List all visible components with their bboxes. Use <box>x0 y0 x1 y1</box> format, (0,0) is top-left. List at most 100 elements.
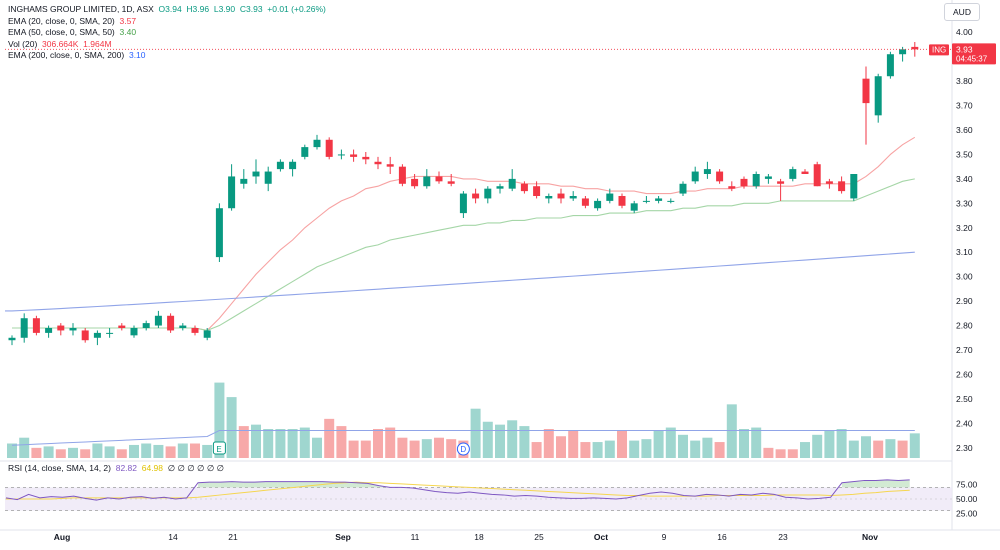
candle-body[interactable] <box>398 166 406 184</box>
candle-body[interactable] <box>81 330 89 341</box>
candle-body[interactable] <box>594 200 602 209</box>
candle-body[interactable] <box>764 176 772 179</box>
candle-body[interactable] <box>20 318 28 338</box>
candle-body[interactable] <box>8 337 16 341</box>
candle-body[interactable] <box>215 208 223 258</box>
candle-body[interactable] <box>435 176 443 182</box>
candle-body[interactable] <box>69 328 77 331</box>
rsi-legend[interactable]: RSI (14, close, SMA, 14, 2) 82.82 64.98 … <box>8 463 224 474</box>
candle-body[interactable] <box>45 328 53 333</box>
candle-body[interactable] <box>313 139 321 148</box>
candle-body[interactable] <box>655 198 663 201</box>
candle-body[interactable] <box>459 193 467 214</box>
candle-body[interactable] <box>520 183 528 192</box>
candle-body[interactable] <box>825 181 833 184</box>
candle-body[interactable] <box>533 186 541 196</box>
candle-body[interactable] <box>703 169 711 174</box>
candle-body[interactable] <box>118 325 126 328</box>
ema20-line <box>12 136 916 332</box>
candle-body[interactable] <box>777 181 785 184</box>
ema200-legend[interactable]: EMA (200, close, 0, SMA, 200) 3.10 <box>8 50 326 62</box>
candle-body[interactable] <box>728 186 736 189</box>
candle-body[interactable] <box>289 161 297 170</box>
candle-body[interactable] <box>142 323 150 328</box>
candle-body[interactable] <box>362 156 370 160</box>
candle-body[interactable] <box>276 161 284 170</box>
volume-bar <box>629 440 640 458</box>
candle-body[interactable] <box>716 171 724 182</box>
candle-body[interactable] <box>411 178 419 187</box>
candle-body[interactable] <box>642 200 650 202</box>
candle-body[interactable] <box>740 178 748 187</box>
candle-body[interactable] <box>874 76 882 116</box>
candle-body[interactable] <box>557 193 565 199</box>
rsi-overbought-fill <box>311 481 323 488</box>
candle-body[interactable] <box>801 171 809 174</box>
ema20-legend[interactable]: EMA (20, close, 0, SMA, 20) 3.57 <box>8 16 326 28</box>
candle-body[interactable] <box>862 78 870 104</box>
ema50-legend[interactable]: EMA (50, close, 0, SMA, 50) 3.40 <box>8 27 326 39</box>
rsi-extras: ∅ ∅ ∅ ∅ ∅ ∅ <box>167 463 224 473</box>
candle-body[interactable] <box>179 325 187 328</box>
candle-body[interactable] <box>252 171 260 177</box>
candle-body[interactable] <box>203 330 211 338</box>
earnings-marker[interactable] <box>212 441 226 455</box>
candle-body[interactable] <box>240 178 248 184</box>
candle-body[interactable] <box>691 171 699 182</box>
rsi-overbought-fill <box>841 481 854 488</box>
candle-body[interactable] <box>472 193 480 199</box>
volume-bar <box>763 447 774 458</box>
candle-body[interactable] <box>93 332 101 338</box>
volume-bar <box>604 440 615 458</box>
candle-body[interactable] <box>496 186 504 189</box>
candle-body[interactable] <box>667 200 675 202</box>
currency-button[interactable]: AUD <box>944 3 980 21</box>
candle-body[interactable] <box>154 315 162 326</box>
candle-body[interactable] <box>325 139 333 157</box>
time-tick-label: Nov <box>862 532 878 542</box>
candle-body[interactable] <box>191 328 199 333</box>
candle-body[interactable] <box>350 154 358 157</box>
candle-body[interactable] <box>850 174 858 199</box>
candle-body[interactable] <box>32 318 40 333</box>
candle-body[interactable] <box>679 183 687 194</box>
symbol-row[interactable]: INGHAMS GROUP LIMITED, 1D, ASX O3.94 H3.… <box>8 4 326 16</box>
candle-body[interactable] <box>423 176 431 187</box>
volume-bar <box>812 434 823 458</box>
candle-body[interactable] <box>374 161 382 165</box>
candle-body[interactable] <box>752 174 760 187</box>
candle-body[interactable] <box>57 325 65 331</box>
candle-body[interactable] <box>630 203 638 211</box>
candle-body[interactable] <box>581 198 589 206</box>
volume-bar <box>678 434 688 458</box>
candle-body[interactable] <box>545 196 553 199</box>
candle-body[interactable] <box>838 181 846 192</box>
candle-body[interactable] <box>606 193 614 201</box>
candle-body[interactable] <box>508 178 516 189</box>
rsi-overbought-fill <box>209 482 221 488</box>
candle-body[interactable] <box>167 315 175 331</box>
candle-body[interactable] <box>301 147 309 157</box>
rsi-tick-label: 50.00 <box>956 494 978 504</box>
candle-body[interactable] <box>789 169 797 179</box>
volume-bar <box>409 440 420 458</box>
candle-body[interactable] <box>911 46 919 50</box>
candle-body[interactable] <box>899 49 907 55</box>
candle-body[interactable] <box>569 196 577 199</box>
candle-body[interactable] <box>228 176 236 209</box>
volume-bar <box>739 429 749 458</box>
candle-body[interactable] <box>447 181 455 184</box>
candle-body[interactable] <box>264 171 272 184</box>
candle-body[interactable] <box>886 54 894 77</box>
candle-body[interactable] <box>130 328 138 336</box>
candle-body[interactable] <box>618 196 626 206</box>
candle-body[interactable] <box>337 154 345 156</box>
dividend-marker[interactable] <box>456 442 470 456</box>
candle-body[interactable] <box>484 188 492 199</box>
candle-body[interactable] <box>106 332 114 334</box>
vol-legend[interactable]: Vol (20) 306.664K 1.964M <box>8 39 326 51</box>
candle-body[interactable] <box>386 164 394 167</box>
candle-body[interactable] <box>813 164 821 187</box>
